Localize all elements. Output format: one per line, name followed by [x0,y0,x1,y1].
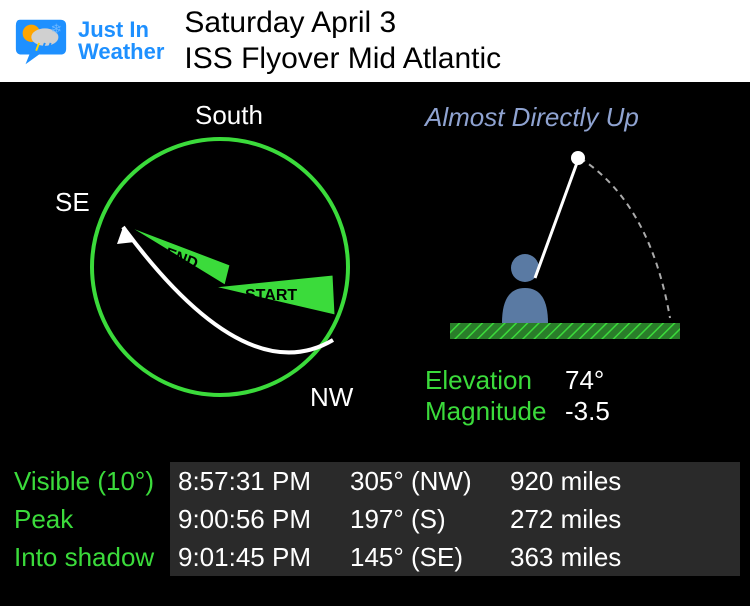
row-label-shadow: Into shadow [10,542,170,573]
table-row: Visible (10°) 8:57:31 PM 305° (NW) 920 m… [10,462,740,500]
elevation-diagram [430,148,690,348]
ground [450,323,680,339]
magnitude-value: -3.5 [565,396,610,427]
logo-text: Just In Weather [78,19,164,63]
cell-direction: 197° (S) [350,504,510,535]
header-titles: Saturday April 3 ISS Flyover Mid Atlanti… [184,5,501,77]
row-label-peak: Peak [10,504,170,535]
logo-line2: Weather [78,41,164,63]
cell-distance: 272 miles [510,504,650,535]
diagram-area: South SE NW START END Almost Directly Up [0,82,750,462]
cell-distance: 920 miles [510,466,650,497]
elevation-arc [580,158,670,318]
elevation-caption: Almost Directly Up [425,102,730,133]
logo: ❄ Just In Weather [12,12,164,70]
header-bar: ❄ Just In Weather Saturday April 3 ISS F… [0,0,750,82]
svg-text:❄: ❄ [51,21,62,36]
title-date: Saturday April 3 [184,5,501,41]
cell-time: 8:57:31 PM [170,466,350,497]
cell-distance: 363 miles [510,542,650,573]
table-row: Into shadow 9:01:45 PM 145° (SE) 363 mil… [10,538,740,576]
elevation-value: 74° [565,365,604,396]
magnitude-row: Magnitude -3.5 [425,396,730,427]
sight-line [535,160,578,278]
compass-section: South SE NW START END [40,92,400,452]
row-label-visible: Visible (10°) [10,466,170,497]
pass-data-table: Visible (10°) 8:57:31 PM 305° (NW) 920 m… [10,462,740,576]
row-cells: 8:57:31 PM 305° (NW) 920 miles [170,462,740,500]
cell-direction: 145° (SE) [350,542,510,573]
elevation-stats: Elevation 74° Magnitude -3.5 [425,365,730,427]
elevation-label: Elevation [425,365,565,396]
weather-speech-icon: ❄ [12,12,70,70]
row-cells: 9:00:56 PM 197° (S) 272 miles [170,500,740,538]
cell-direction: 305° (NW) [350,466,510,497]
iss-dot [571,151,585,165]
start-text: START [245,287,297,304]
magnitude-label: Magnitude [425,396,565,427]
cell-time: 9:00:56 PM [170,504,350,535]
elevation-section: Almost Directly Up [420,102,730,442]
logo-line1: Just In [78,19,164,41]
end-marker: END [130,217,240,287]
elevation-row: Elevation 74° [425,365,730,396]
cell-time: 9:01:45 PM [170,542,350,573]
end-text: END [162,245,200,273]
title-event: ISS Flyover Mid Atlantic [184,41,501,77]
row-cells: 9:01:45 PM 145° (SE) 363 miles [170,538,740,576]
compass-label-south: South [195,100,263,131]
table-row: Peak 9:00:56 PM 197° (S) 272 miles [10,500,740,538]
